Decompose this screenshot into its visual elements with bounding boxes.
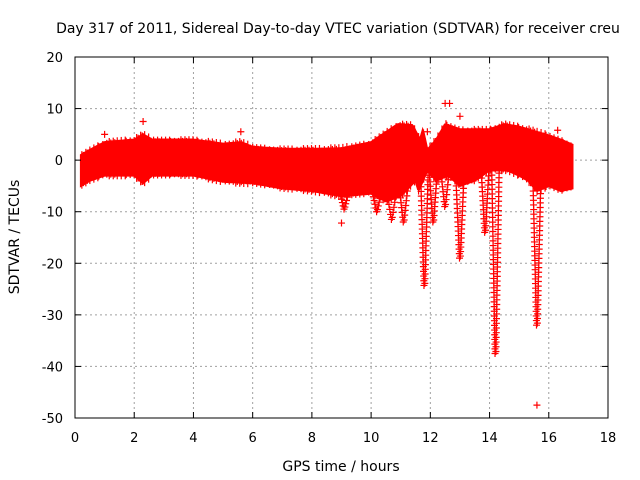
y-tick-label: -50 xyxy=(42,412,63,427)
y-tick-labels: -50 -40 -30 -20 -10 0 10 20 xyxy=(42,51,63,427)
axis-ticks xyxy=(74,56,609,419)
dip-point xyxy=(377,191,385,199)
x-tick-label: 10 xyxy=(363,431,380,446)
outlier-point xyxy=(446,99,454,107)
outlier-point xyxy=(338,219,345,227)
dip-point xyxy=(390,203,398,211)
outlier-point xyxy=(456,112,464,120)
dip-point xyxy=(386,205,394,213)
x-tick-labels: 0 2 4 6 8 10 12 14 16 18 xyxy=(71,431,616,446)
dip-point xyxy=(430,216,438,224)
x-tick-label: 14 xyxy=(481,431,498,446)
dip-point xyxy=(391,198,399,206)
grid-lines xyxy=(75,57,608,418)
dip-point xyxy=(442,200,450,208)
dip-point xyxy=(338,195,346,203)
dip-point xyxy=(343,193,351,201)
dip-point xyxy=(342,200,350,208)
y-tick-label: 20 xyxy=(46,51,63,66)
dip-point xyxy=(376,194,384,202)
x-tick-label: 16 xyxy=(541,431,558,446)
dip-point xyxy=(338,199,346,207)
dip-point xyxy=(392,193,400,201)
y-tick-label: -20 xyxy=(42,257,63,272)
outlier-point xyxy=(533,401,541,409)
dip-point xyxy=(375,198,383,206)
dip-point xyxy=(384,195,392,203)
dip-point xyxy=(388,213,396,221)
dip-point xyxy=(343,196,351,204)
dip-point xyxy=(456,252,464,260)
dip-point xyxy=(492,347,500,355)
dip-point xyxy=(421,279,429,287)
y-tick-label: -30 xyxy=(42,309,63,324)
outlier-point xyxy=(139,117,147,125)
dip-point xyxy=(371,200,379,208)
dip-point xyxy=(370,196,378,204)
dip-point xyxy=(400,216,408,224)
x-tick-label: 12 xyxy=(422,431,439,446)
y-tick-label: -10 xyxy=(42,206,63,221)
dip-point xyxy=(533,319,541,327)
outlier-point xyxy=(423,128,431,136)
chart-title: Day 317 of 2011, Sidereal Day-to-day VTE… xyxy=(56,21,620,37)
y-tick-label: 10 xyxy=(46,103,63,118)
y-tick-label: -40 xyxy=(42,360,63,375)
dip-point xyxy=(337,192,345,200)
x-axis-label: GPS time / hours xyxy=(282,459,399,475)
x-tick-label: 2 xyxy=(130,431,138,446)
x-tick-label: 18 xyxy=(600,431,617,446)
outlier-point xyxy=(554,126,562,134)
outlier-point xyxy=(101,130,109,138)
y-axis-label: SDTVAR / TECUs xyxy=(7,180,23,295)
dip-point xyxy=(373,206,381,214)
x-tick-label: 0 xyxy=(71,431,79,446)
outlier-point xyxy=(237,128,245,136)
x-tick-label: 8 xyxy=(308,431,316,446)
x-tick-label: 6 xyxy=(249,431,257,446)
dip-point xyxy=(341,203,349,211)
data-points xyxy=(79,99,574,409)
x-tick-label: 4 xyxy=(189,431,197,446)
dip-point xyxy=(374,202,382,210)
dip-point xyxy=(385,200,393,208)
dip-point xyxy=(389,208,397,216)
dip-point xyxy=(369,193,377,201)
dip-point xyxy=(482,226,490,234)
y-tick-label: 0 xyxy=(55,154,63,169)
dip-point xyxy=(344,190,352,198)
plot-frame xyxy=(74,56,609,419)
